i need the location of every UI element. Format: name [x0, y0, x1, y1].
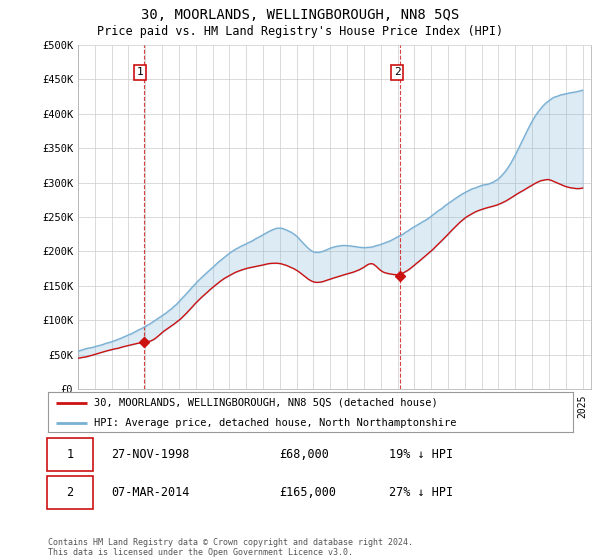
Text: 2: 2: [394, 67, 400, 77]
Text: Contains HM Land Registry data © Crown copyright and database right 2024.
This d: Contains HM Land Registry data © Crown c…: [48, 538, 413, 557]
Text: 30, MOORLANDS, WELLINGBOROUGH, NN8 5QS: 30, MOORLANDS, WELLINGBOROUGH, NN8 5QS: [141, 8, 459, 22]
Text: £165,000: £165,000: [279, 486, 336, 499]
Text: HPI: Average price, detached house, North Northamptonshire: HPI: Average price, detached house, Nort…: [94, 418, 457, 428]
FancyBboxPatch shape: [47, 438, 93, 470]
Text: 2: 2: [67, 486, 74, 499]
FancyBboxPatch shape: [47, 476, 93, 508]
Text: 27% ↓ HPI: 27% ↓ HPI: [389, 486, 454, 499]
Text: 19% ↓ HPI: 19% ↓ HPI: [389, 447, 454, 461]
Text: £68,000: £68,000: [279, 447, 329, 461]
Text: 1: 1: [137, 67, 143, 77]
Text: 27-NOV-1998: 27-NOV-1998: [111, 447, 190, 461]
Text: 07-MAR-2014: 07-MAR-2014: [111, 486, 190, 499]
Text: 1: 1: [67, 447, 74, 461]
Text: Price paid vs. HM Land Registry's House Price Index (HPI): Price paid vs. HM Land Registry's House …: [97, 25, 503, 38]
Text: 30, MOORLANDS, WELLINGBOROUGH, NN8 5QS (detached house): 30, MOORLANDS, WELLINGBOROUGH, NN8 5QS (…: [94, 398, 438, 408]
